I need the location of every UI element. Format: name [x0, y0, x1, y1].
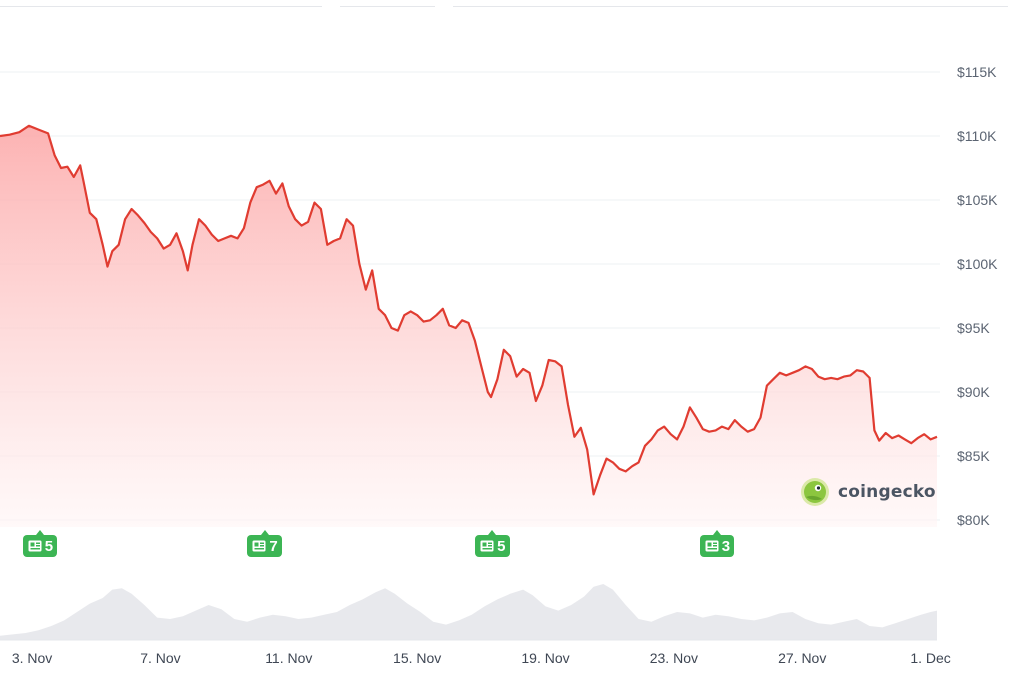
news-badge[interactable]: 5 — [22, 530, 58, 557]
y-tick-label: $80K — [957, 512, 990, 528]
x-tick-label: 27. Nov — [778, 650, 826, 666]
y-tick-label: $85K — [957, 448, 990, 464]
y-axis: $80K $85K $90K $95K $100K $105K $110K $115K — [957, 64, 998, 528]
x-tick-label: 23. Nov — [650, 650, 698, 666]
coingecko-watermark: coingecko — [800, 477, 936, 507]
x-tick-label: 3. Nov — [12, 650, 52, 666]
gecko-logo-icon — [801, 478, 829, 506]
news-count: 5 — [497, 537, 506, 555]
y-tick-label: $105K — [957, 192, 998, 208]
price-area — [0, 125, 937, 528]
y-tick-label: $100K — [957, 256, 998, 272]
price-line[interactable] — [0, 124, 938, 496]
y-tick-label: $90K — [957, 384, 990, 400]
watermark-text: coingecko — [838, 482, 936, 502]
news-count: 5 — [44, 537, 54, 555]
newspaper-icon — [28, 540, 42, 552]
news-badge[interactable]: 7 — [247, 530, 282, 557]
news-count: 7 — [269, 537, 278, 555]
newspaper-icon — [705, 540, 719, 552]
toolbar-tab-2[interactable] — [340, 0, 435, 7]
volume-area — [0, 584, 937, 641]
y-tick-label: $110K — [957, 128, 997, 144]
news-badge[interactable]: 3 — [699, 530, 735, 557]
x-tick-label: 15. Nov — [393, 650, 441, 666]
news-count: 3 — [721, 537, 731, 555]
news-badge[interactable]: 5 — [475, 530, 510, 557]
x-tick-label: 7. Nov — [140, 650, 180, 666]
x-tick-label: 11. Nov — [265, 650, 312, 666]
volume-bars — [0, 584, 937, 640]
toolbar-tab-3[interactable] — [453, 0, 1008, 7]
newspaper-icon — [480, 540, 494, 552]
x-tick-label: 1. Dec — [910, 650, 950, 666]
newspaper-icon — [252, 540, 266, 552]
x-tick-label: 19. Nov — [521, 650, 569, 666]
x-axis: 3. Nov 7. Nov 11. Nov 15. Nov 19. Nov 23. Nov… — [12, 650, 951, 666]
y-tick-label: $115K — [957, 64, 997, 80]
price-series[interactable] — [0, 124, 938, 496]
price-area-fill — [0, 125, 937, 528]
y-tick-label: $95K — [957, 320, 990, 336]
toolbar-tab-1[interactable] — [0, 0, 322, 7]
